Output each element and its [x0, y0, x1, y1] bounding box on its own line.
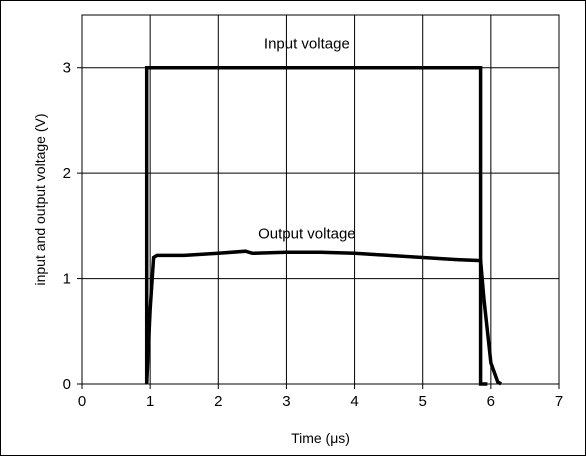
- output-voltage-line: [144, 249, 503, 386]
- x-tick-label: 0: [78, 393, 86, 410]
- x-tick-label: 1: [146, 393, 154, 410]
- x-tick-label: 7: [555, 393, 563, 410]
- y-tick-label: 0: [63, 376, 71, 393]
- x-tick-label: 3: [282, 393, 290, 410]
- y-tick-label: 3: [63, 60, 71, 77]
- y-axis-title: input and output voltage (V): [32, 113, 48, 285]
- x-tick-label: 5: [419, 393, 427, 410]
- x-tick-label: 2: [214, 393, 222, 410]
- x-tick-label: 4: [350, 393, 358, 410]
- output-voltage-annotation: Output voltage: [258, 226, 356, 243]
- y-tick-label: 2: [63, 165, 71, 182]
- input-voltage-line: [144, 65, 488, 386]
- y-tick-label: 1: [63, 271, 71, 288]
- x-axis-title: Time (μs): [291, 430, 350, 446]
- x-tick-label: 6: [487, 393, 495, 410]
- input-voltage-annotation: Input voltage: [264, 36, 350, 53]
